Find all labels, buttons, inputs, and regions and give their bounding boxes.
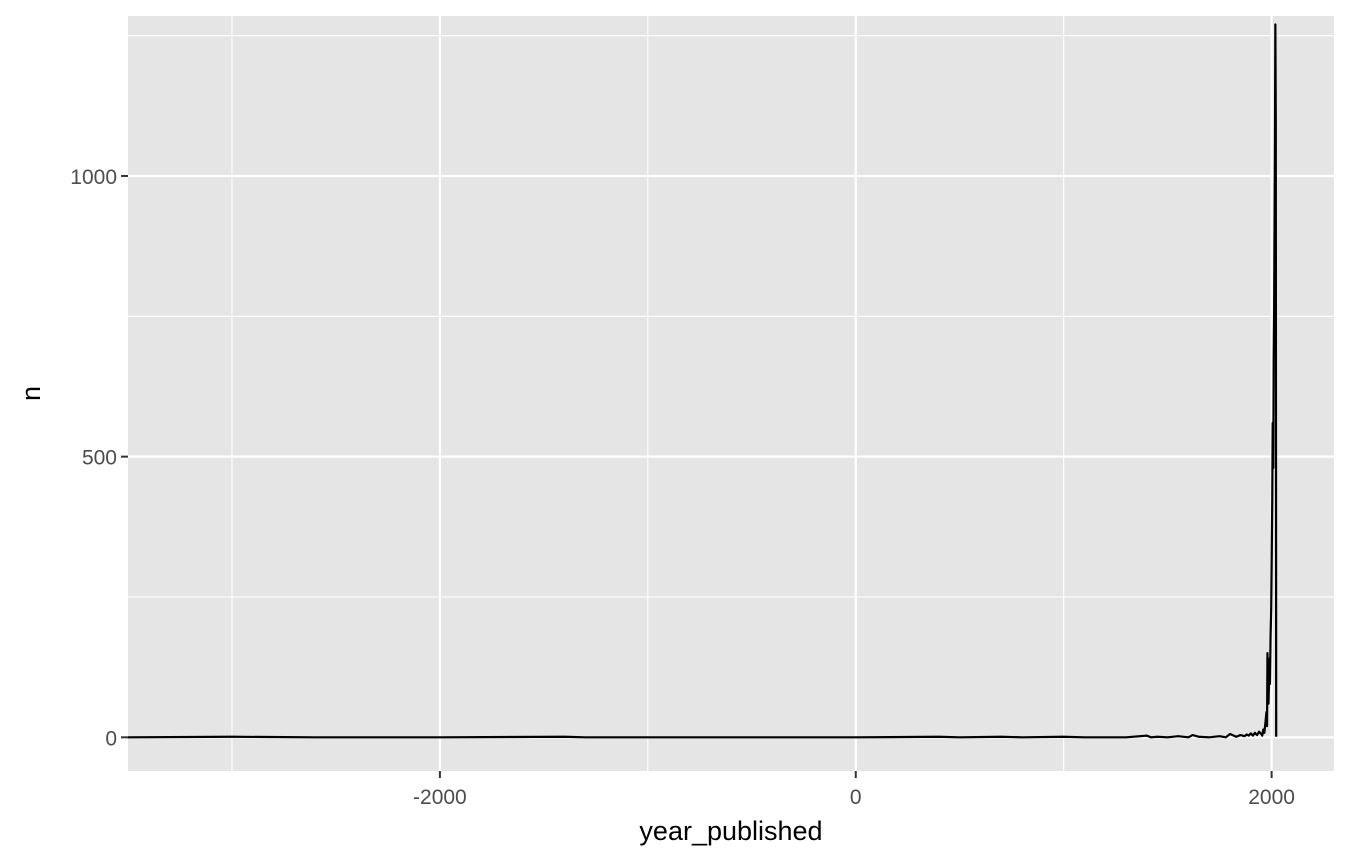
y-axis-ticks: 0 500 1000 bbox=[70, 166, 128, 750]
x-axis-title: year_published bbox=[639, 816, 822, 846]
y-tick-label: 500 bbox=[82, 447, 117, 470]
x-tick-label: 2000 bbox=[1248, 786, 1295, 809]
series-line bbox=[127, 23, 1278, 739]
y-tick-label: 0 bbox=[105, 727, 117, 750]
minor-gridlines bbox=[128, 16, 1334, 771]
y-tick-label: 1000 bbox=[70, 166, 117, 189]
x-axis-ticks: -2000 0 2000 bbox=[413, 771, 1295, 809]
x-tick-label: 0 bbox=[850, 786, 862, 809]
plot-panel bbox=[128, 16, 1334, 771]
y-axis-title: n bbox=[16, 386, 46, 401]
x-tick-label: -2000 bbox=[413, 786, 467, 809]
